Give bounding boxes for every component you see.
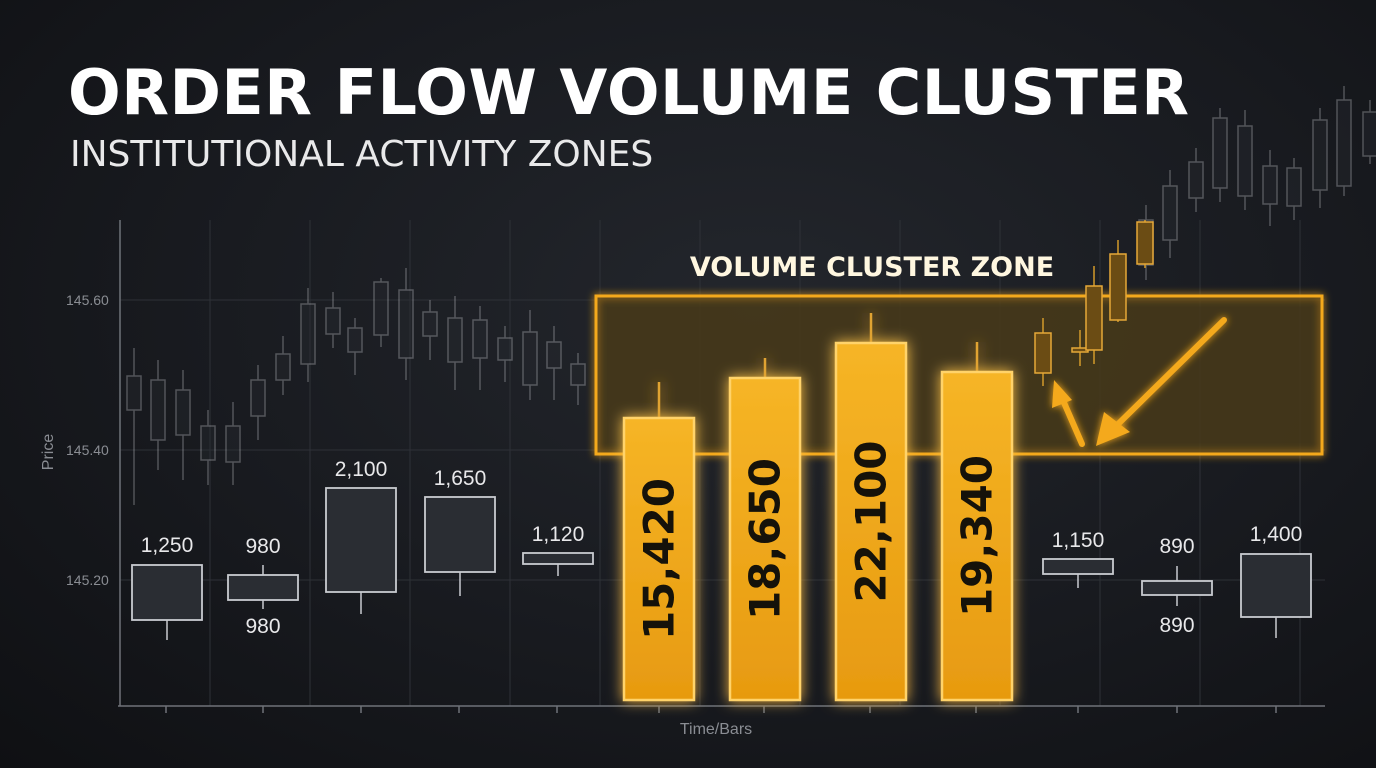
volume-candle-4	[522, 552, 594, 565]
volume-candle-10	[1141, 580, 1213, 596]
zone-candle-0	[1034, 332, 1052, 374]
bg-candle-12	[422, 311, 438, 337]
bg-candle-21	[1188, 161, 1204, 199]
bg-candle-0	[126, 375, 142, 411]
bg-candle-20	[1162, 185, 1178, 241]
cluster-volume-label-5: 15,420	[635, 478, 684, 640]
bg-candle-11	[398, 289, 414, 359]
arrow-large-head	[1096, 412, 1130, 446]
volume-candle-3	[424, 496, 496, 573]
bg-candle-17	[546, 341, 562, 369]
bg-candle-3	[200, 425, 216, 461]
bg-candle-23	[1237, 125, 1253, 197]
volume-candle-2	[325, 487, 397, 593]
x-axis-label: Time/Bars	[680, 721, 752, 738]
bg-candle-1	[150, 379, 166, 441]
volume-label-10: 890	[1159, 535, 1194, 558]
cluster-bar-group-8	[940, 342, 1014, 702]
chart-subtitle: INSTITUTIONAL ACTIVITY ZONES	[70, 134, 654, 175]
bg-candle-4	[225, 425, 241, 463]
zone-candle-4	[1136, 221, 1154, 265]
bg-candle-14	[472, 319, 488, 359]
cluster-bar-5	[622, 416, 696, 702]
volume-label-9: 1,150	[1052, 529, 1105, 552]
chart-title: ORDER FLOW VOLUME CLUSTER	[68, 56, 1190, 129]
volume-label-11: 1,400	[1250, 523, 1303, 546]
y-tick-145-40: 145.40	[66, 442, 109, 458]
volume-lower-label-1: 980	[245, 615, 280, 638]
bg-candle-16	[522, 331, 538, 386]
bg-candle-9	[347, 327, 363, 353]
bg-candle-22	[1212, 117, 1228, 189]
volume-candle-11	[1240, 553, 1312, 618]
cluster-volume-label-7: 22,100	[847, 440, 896, 602]
bg-candle-15	[497, 337, 513, 361]
volume-label-4: 1,120	[532, 523, 585, 546]
bg-candle-28	[1362, 111, 1376, 157]
cluster-bar-group-5	[622, 382, 696, 702]
cluster-volume-label-6: 18,650	[741, 458, 790, 620]
bg-candle-2	[175, 389, 191, 436]
bg-candle-18	[570, 363, 586, 386]
zone-label: VOLUME CLUSTER ZONE	[690, 252, 1054, 283]
cluster-bar-8	[940, 370, 1014, 702]
volume-candle-9	[1042, 558, 1114, 575]
cluster-bar-6	[728, 376, 802, 702]
bg-candle-7	[300, 303, 316, 365]
bg-candle-5	[250, 379, 266, 417]
arrows-group	[1052, 317, 1227, 447]
arrow-small-head	[1052, 380, 1072, 408]
volume-candle-1	[227, 574, 299, 601]
volume-lower-label-10: 890	[1159, 614, 1194, 637]
bg-candle-8	[325, 307, 341, 335]
zone-candle-2	[1085, 285, 1103, 351]
volume-label-3: 1,650	[434, 467, 487, 490]
volume-candle-0	[131, 564, 203, 621]
cluster-volume-label-8: 19,340	[953, 455, 1002, 617]
volume-label-1: 980	[245, 535, 280, 558]
cluster-bar-group-7	[834, 313, 908, 702]
arrow-small-shaft	[1059, 395, 1085, 447]
bg-candle-27	[1336, 99, 1352, 187]
volume-label-2: 2,100	[335, 458, 388, 481]
bg-candle-13	[447, 317, 463, 363]
arrow-large-shaft	[1109, 317, 1227, 433]
bg-candle-26	[1312, 119, 1328, 191]
y-axis-label: Price	[40, 434, 57, 471]
volume-label-0: 1,250	[141, 534, 194, 557]
bg-candle-10	[373, 281, 389, 336]
y-tick-145-60: 145.60	[66, 292, 109, 308]
cluster-bar-7	[834, 341, 908, 702]
bg-candle-24	[1262, 165, 1278, 205]
y-tick-145-20: 145.20	[66, 572, 109, 588]
zone-candle-3	[1109, 253, 1127, 321]
cluster-bar-group-6	[728, 358, 802, 702]
bg-candle-25	[1286, 167, 1302, 207]
bg-candle-6	[275, 353, 291, 381]
